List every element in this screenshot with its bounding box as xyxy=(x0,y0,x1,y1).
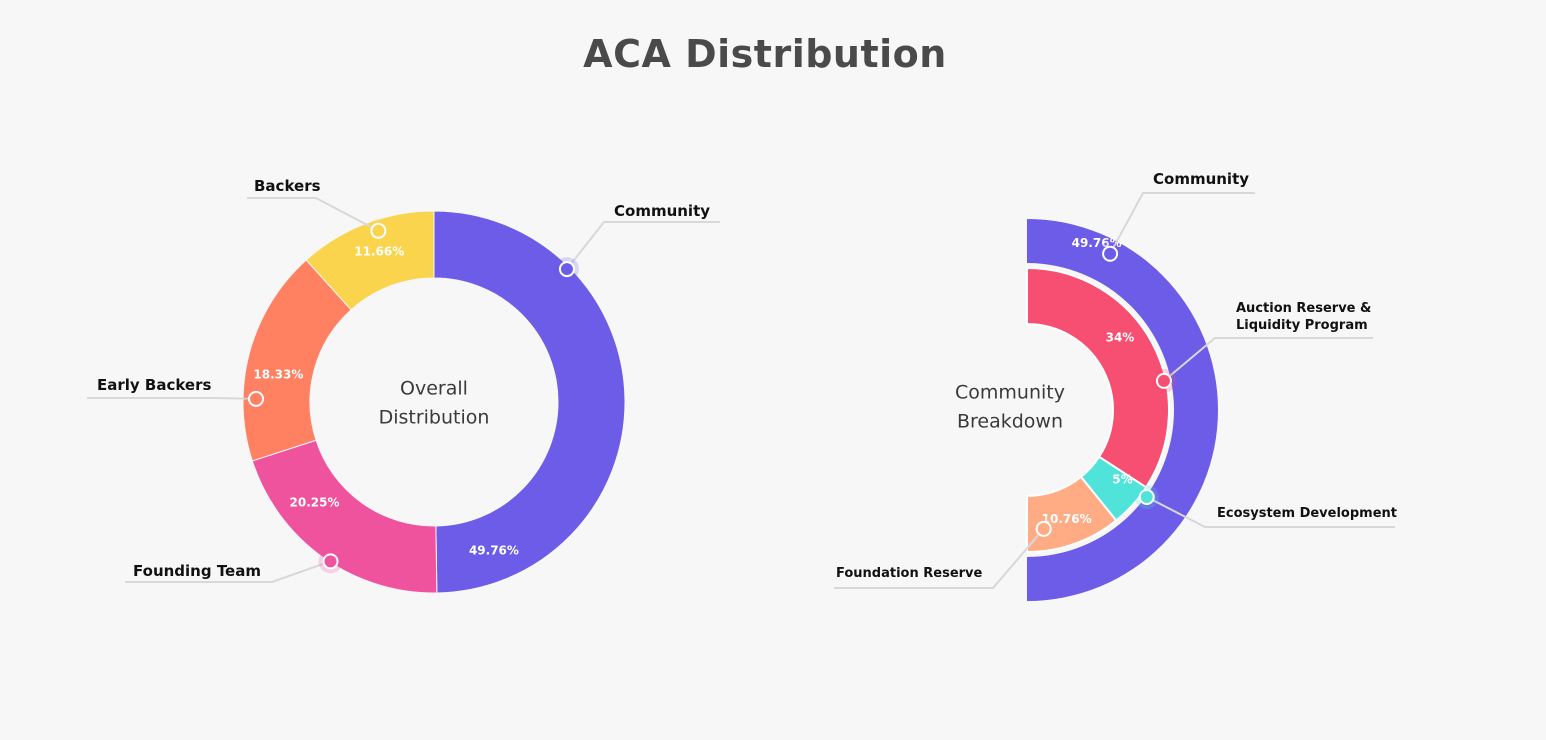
callout-community-outer-leader-line xyxy=(1109,192,1255,255)
callout-auction-reserve-and-liquidity-program-label-line: Auction Reserve & xyxy=(1236,301,1371,316)
callout-backers-marker xyxy=(370,222,387,239)
center-label-line: Breakdown xyxy=(957,411,1063,433)
callout-backers-leader-line xyxy=(247,197,379,232)
callout-foundation-reserve-leader-line xyxy=(834,528,1045,589)
callout-foundation-reserve-marker xyxy=(1035,520,1052,537)
slice-community xyxy=(1027,219,1218,601)
slice-value-auction-reserve-and-liquidity-program: 34% xyxy=(1106,330,1135,344)
center-label-line: Overall xyxy=(400,378,468,400)
callout-auction-reserve-and-liquidity-program-label-line: Liquidity Program xyxy=(1236,318,1368,333)
callout-founding-team-label: Founding Team xyxy=(133,562,261,580)
slice-community xyxy=(433,210,626,594)
callout-community-label: Community xyxy=(614,202,710,220)
slice-value-backers: 11.66% xyxy=(354,245,404,259)
callout-backers-label: Backers xyxy=(254,177,321,195)
slice-value-community: 49.76% xyxy=(469,543,519,557)
slice-value-early-backers: 18.33% xyxy=(253,368,303,382)
callout-founding-team-leader-line xyxy=(125,560,331,583)
callout-community-outer-marker xyxy=(1102,245,1119,262)
slice-backers xyxy=(305,210,435,311)
overall-distribution-donut: 49.76% 20.25% 18.33% 11.66% Community Foundin… xyxy=(87,177,720,594)
callout-community-outer-label: Community xyxy=(1153,170,1249,188)
callout-auction-reserve-and-liquidity-program-leader-line xyxy=(1163,337,1373,382)
callout-early-backers-label: Early Backers xyxy=(97,376,211,394)
callout-ecosystem-development-marker xyxy=(1138,488,1155,505)
page-title: ACA Distribution xyxy=(583,32,947,76)
callout-community-leader-line xyxy=(566,221,720,270)
slice-value-ecosystem-development: 5% xyxy=(1112,472,1132,486)
slice-value-foundation-reserve: 10.76% xyxy=(1042,512,1092,526)
callout-early-backers-marker xyxy=(248,390,265,407)
slice-founding-team xyxy=(251,439,438,594)
center-label-line: Community xyxy=(955,382,1065,404)
slice-value-founding-team: 20.25% xyxy=(290,495,340,509)
center-label-line: Distribution xyxy=(379,407,490,429)
callout-founding-team-marker xyxy=(322,553,339,570)
callout-early-backers-leader-line xyxy=(87,397,257,400)
callout-ecosystem-development-leader-line xyxy=(1146,496,1395,528)
callout-community-marker xyxy=(558,261,575,278)
slice-auction-reserve-and-liquidity-program xyxy=(1026,266,1170,489)
callout-auction-reserve-and-liquidity-program-marker xyxy=(1155,372,1172,389)
callout-ecosystem-development-label: Ecosystem Development xyxy=(1217,506,1397,521)
callout-foundation-reserve-label: Foundation Reserve xyxy=(836,566,983,581)
